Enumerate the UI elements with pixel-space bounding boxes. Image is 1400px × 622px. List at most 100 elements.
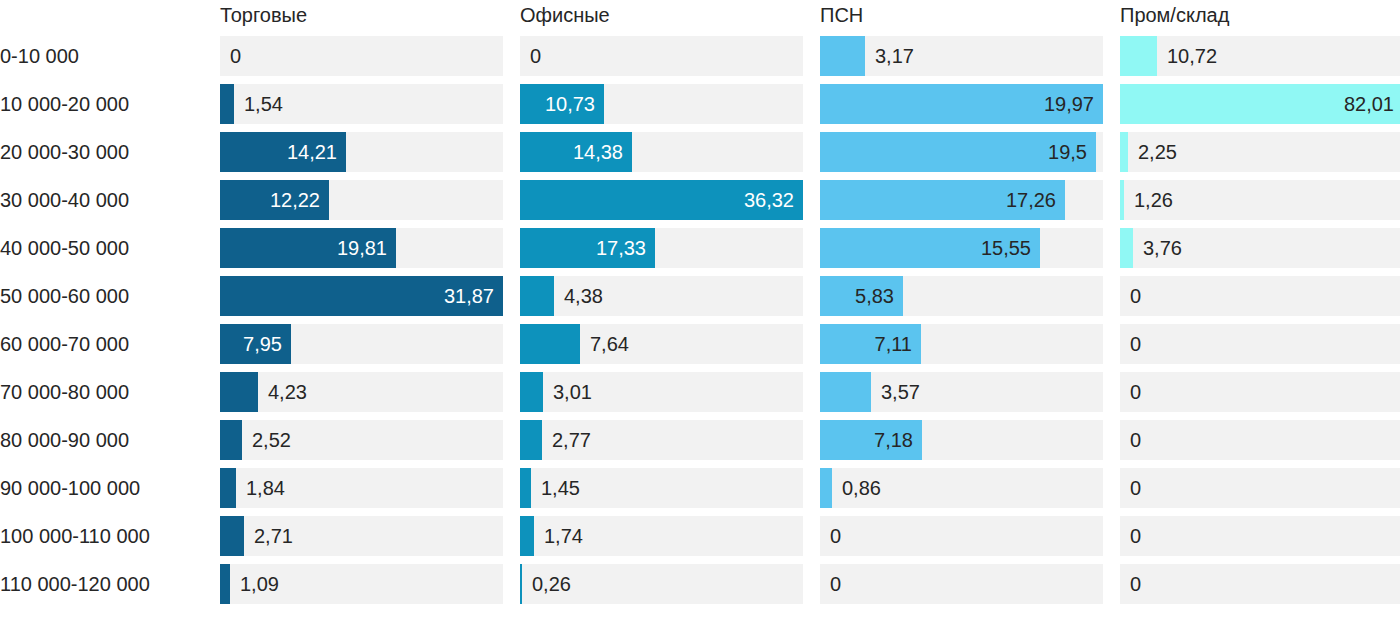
chart-row: 10 000-20 0001,5410,7319,9782,01 — [0, 84, 1400, 124]
bar-value-label: 0 — [1130, 526, 1141, 546]
bar-value-label: 7,95 — [243, 334, 282, 354]
bar-torgovye — [220, 468, 236, 508]
bar-torgovye — [220, 84, 234, 124]
bar-track-ofisnye: 2,77 — [520, 420, 803, 460]
bar-value-label: 1,26 — [1134, 190, 1173, 210]
chart-row: 60 000-70 0007,957,647,110 — [0, 324, 1400, 364]
bar-value-label: 10,73 — [545, 94, 595, 114]
bar-value-label: 4,38 — [564, 286, 603, 306]
bar-track-psn: 0,86 — [820, 468, 1103, 508]
bar-ofisnye — [520, 420, 542, 460]
bar-value-label: 2,71 — [254, 526, 293, 546]
bar-track-psn: 15,55 — [820, 228, 1103, 268]
bar-ofisnye — [520, 372, 543, 412]
bar-track-prom-sklad: 10,72 — [1120, 36, 1400, 76]
bar-track-torgovye: 31,87 — [220, 276, 503, 316]
bar-track-psn: 7,11 — [820, 324, 1103, 364]
bar-value-label: 14,21 — [287, 142, 337, 162]
bar-track-prom-sklad: 2,25 — [1120, 132, 1400, 172]
bar-value-label: 7,64 — [590, 334, 629, 354]
bar-track-psn: 7,18 — [820, 420, 1103, 460]
bar-track-prom-sklad: 3,76 — [1120, 228, 1400, 268]
bar-psn — [820, 36, 865, 76]
bar-track-torgovye: 1,09 — [220, 564, 503, 604]
chart-row: 100 000-110 0002,711,7400 — [0, 516, 1400, 556]
bar-track-psn: 3,57 — [820, 372, 1103, 412]
bar-torgovye — [220, 516, 244, 556]
bar-torgovye — [220, 372, 258, 412]
bar-value-label: 1,45 — [541, 478, 580, 498]
chart-row: 0-10 000003,1710,72 — [0, 36, 1400, 76]
column-headers: Торговые Офисные ПСН Пром/склад — [0, 2, 1400, 36]
bar-value-label: 3,76 — [1143, 238, 1182, 258]
bar-track-prom-sklad: 0 — [1120, 420, 1400, 460]
bar-track-prom-sklad: 0 — [1120, 372, 1400, 412]
bar-value-label: 0 — [1130, 382, 1141, 402]
row-label: 110 000-120 000 — [0, 573, 203, 596]
row-label: 80 000-90 000 — [0, 429, 203, 452]
bar-track-torgovye: 1,54 — [220, 84, 503, 124]
bar-value-label: 82,01 — [1344, 94, 1394, 114]
bar-value-label: 0 — [530, 46, 541, 66]
bar-value-label: 1,84 — [246, 478, 285, 498]
chart-row: 110 000-120 000 1,09 0,26 0 0 — [0, 564, 1400, 604]
chart-row: 30 000-40 00012,2236,3217,261,26 — [0, 180, 1400, 220]
row-label: 70 000-80 000 — [0, 381, 203, 404]
bar-track-ofisnye: 14,38 — [520, 132, 803, 172]
bar-prom-sklad — [1120, 36, 1157, 76]
bar-value-label: 0 — [830, 574, 841, 594]
bar-value-label: 7,11 — [875, 334, 912, 354]
row-label: 20 000-30 000 — [0, 141, 203, 164]
row-label: 50 000-60 000 — [0, 285, 203, 308]
bar-track-torgovye: 14,21 — [220, 132, 503, 172]
bar-track-prom-sklad: 0 — [1120, 324, 1400, 364]
bar-ofisnye — [520, 468, 531, 508]
bar-ofisnye — [520, 564, 522, 604]
bar-track-psn: 5,83 — [820, 276, 1103, 316]
bar-ofisnye — [520, 324, 580, 364]
bar-track-psn: 17,26 — [820, 180, 1103, 220]
bar-value-label: 14,38 — [573, 142, 623, 162]
grouped-bar-chart: Торговые Офисные ПСН Пром/склад 0-10 000… — [0, 0, 1400, 604]
bar-value-label: 0,26 — [532, 574, 571, 594]
bar-track-ofisnye: 3,01 — [520, 372, 803, 412]
row-label: 30 000-40 000 — [0, 189, 203, 212]
bar-value-label: 36,32 — [744, 190, 794, 210]
bar-value-label: 5,83 — [855, 286, 894, 306]
bar-value-label: 0 — [1130, 334, 1141, 354]
bar-value-label: 2,52 — [252, 430, 291, 450]
bar-track-torgovye: 19,81 — [220, 228, 503, 268]
bar-prom-sklad — [1120, 180, 1124, 220]
bar-track-ofisnye: 4,38 — [520, 276, 803, 316]
row-label: 90 000-100 000 — [0, 477, 203, 500]
chart-row: 50 000-60 000 31,87 4,38 5,83 0 — [0, 276, 1400, 316]
bar-value-label: 7,18 — [874, 430, 913, 450]
bar-track-psn: 0 — [820, 516, 1103, 556]
bar-track-prom-sklad: 82,01 — [1120, 84, 1400, 124]
bar-value-label: 0 — [1130, 430, 1141, 450]
bar-track-torgovye: 2,52 — [220, 420, 503, 460]
chart-row: 90 000-100 0001,841,450,860 — [0, 468, 1400, 508]
bar-value-label: 19,97 — [1044, 94, 1094, 114]
bar-track-prom-sklad: 0 — [1120, 276, 1400, 316]
bar-track-torgovye: 4,23 — [220, 372, 503, 412]
bar-value-label: 10,72 — [1167, 46, 1217, 66]
bar-ofisnye — [520, 276, 554, 316]
bar-value-label: 31,87 — [444, 286, 494, 306]
bar-track-ofisnye: 10,73 — [520, 84, 803, 124]
bar-prom-sklad — [1120, 228, 1133, 268]
bar-value-label: 0 — [230, 46, 241, 66]
bar-value-label: 17,26 — [1006, 190, 1056, 210]
bar-track-prom-sklad: 1,26 — [1120, 180, 1400, 220]
bar-track-prom-sklad: 0 — [1120, 564, 1400, 604]
bar-track-psn: 19,97 — [820, 84, 1103, 124]
bar-value-label: 3,57 — [881, 382, 920, 402]
bar-value-label: 2,25 — [1138, 142, 1177, 162]
bar-track-ofisnye: 1,74 — [520, 516, 803, 556]
bar-track-psn: 3,17 — [820, 36, 1103, 76]
bar-value-label: 3,17 — [875, 46, 914, 66]
bar-track-torgovye: 7,95 — [220, 324, 503, 364]
bar-value-label: 1,09 — [240, 574, 279, 594]
column-header-prom-sklad: Пром/склад — [1120, 2, 1400, 28]
bar-track-torgovye: 0 — [220, 36, 503, 76]
